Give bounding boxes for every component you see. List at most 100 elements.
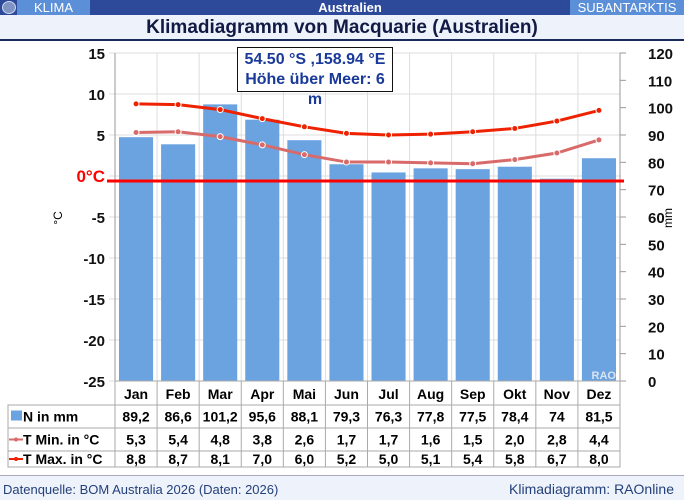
location-info-box: 54.50 °S ,158.94 °E Höhe über Meer: 6 m bbox=[237, 47, 393, 108]
precip-bar bbox=[119, 137, 154, 381]
month-label: Mar bbox=[208, 386, 233, 402]
tmax-point bbox=[216, 106, 224, 114]
tmax-point bbox=[427, 130, 435, 138]
month-label: Jun bbox=[334, 386, 359, 402]
table-cell: 5,4 bbox=[463, 451, 483, 467]
left-tick-label: -15 bbox=[83, 292, 105, 309]
left-tick-label: 0°C bbox=[76, 167, 105, 186]
table-cell: 77,8 bbox=[417, 409, 444, 425]
month-label: Jan bbox=[124, 386, 148, 402]
precip-bar bbox=[581, 158, 616, 381]
tmax-point bbox=[553, 117, 561, 125]
tmin-line bbox=[136, 130, 600, 166]
table-cell: 5,0 bbox=[379, 451, 399, 467]
right-tick-label: 90 bbox=[648, 128, 665, 145]
table-cell: 1,7 bbox=[379, 432, 399, 448]
table-cell: 79,3 bbox=[333, 409, 360, 425]
tmin-point bbox=[427, 159, 435, 167]
footer: Datenquelle: BOM Australia 2026 (Daten: … bbox=[0, 475, 684, 500]
right-tick-label: 10 bbox=[648, 347, 665, 364]
table-cell: 76,3 bbox=[375, 409, 402, 425]
month-label: Okt bbox=[503, 386, 527, 402]
left-tick-label: -20 bbox=[83, 333, 105, 350]
left-tick-label: -25 bbox=[83, 374, 105, 391]
table-cell: 8,1 bbox=[210, 451, 230, 467]
precip-bar bbox=[455, 169, 490, 381]
table-cell: 1,5 bbox=[463, 432, 483, 448]
page-title: Klimadiagramm von Macquarie (Australien) bbox=[0, 15, 684, 41]
right-tick-label: 110 bbox=[648, 73, 672, 90]
precip-bar bbox=[371, 172, 406, 381]
watermark: RAO bbox=[592, 370, 617, 382]
precip-bar bbox=[413, 168, 448, 381]
right-tick-label: 60 bbox=[648, 210, 665, 227]
tmax-point bbox=[595, 106, 603, 114]
month-label: Nov bbox=[544, 386, 571, 402]
right-tick-label: 100 bbox=[648, 101, 673, 118]
tmax-point bbox=[342, 129, 350, 137]
table-cell: 6,7 bbox=[547, 451, 567, 467]
coordinates: 54.50 °S ,158.94 °E bbox=[244, 51, 386, 68]
month-label: Sep bbox=[460, 386, 486, 402]
tmin-point bbox=[469, 160, 477, 168]
table-cell: 5,3 bbox=[126, 432, 146, 448]
table-cell: 4,4 bbox=[589, 432, 609, 448]
precip-bar bbox=[329, 164, 364, 381]
precip-bar bbox=[245, 119, 280, 382]
table-cell: 5,8 bbox=[505, 451, 525, 467]
right-tick-label: 40 bbox=[648, 265, 665, 282]
elevation: Höhe über Meer: 6 m bbox=[245, 71, 385, 108]
tmin-point bbox=[132, 129, 140, 137]
nav-subantarktis-link[interactable]: SUBANTARKTIS bbox=[570, 0, 684, 15]
tmin-point bbox=[216, 133, 224, 141]
legend-label: T Min. in °C bbox=[23, 432, 99, 448]
right-tick-label: 0 bbox=[648, 374, 656, 391]
left-tick-label: 15 bbox=[88, 46, 105, 63]
table-cell: 5,2 bbox=[337, 451, 357, 467]
tmax-point bbox=[511, 124, 519, 132]
table-cell: 5,4 bbox=[168, 432, 188, 448]
tmin-point bbox=[300, 151, 308, 159]
month-label: Jul bbox=[378, 386, 398, 402]
tmax-line bbox=[136, 102, 600, 137]
legend-label: N in mm bbox=[23, 409, 78, 425]
table-cell: 2,6 bbox=[295, 432, 315, 448]
table-cell: 95,6 bbox=[249, 409, 276, 425]
table-cell: 3,8 bbox=[253, 432, 273, 448]
right-tick-label: 70 bbox=[648, 183, 665, 200]
left-axis-label: °C bbox=[51, 211, 65, 225]
month-label: Mai bbox=[293, 386, 316, 402]
table-cell: 101,2 bbox=[203, 409, 238, 425]
globe-logo-icon[interactable] bbox=[2, 1, 16, 14]
precip-bar bbox=[539, 178, 574, 381]
precip-bar bbox=[203, 104, 238, 382]
table-cell: 2,0 bbox=[505, 432, 525, 448]
month-label: Apr bbox=[250, 386, 275, 402]
precip-bar bbox=[287, 140, 322, 381]
table-cell: 5,1 bbox=[421, 451, 441, 467]
left-tick-label: -5 bbox=[92, 210, 105, 227]
tmax-point bbox=[469, 128, 477, 136]
right-tick-label: 30 bbox=[648, 292, 665, 309]
nav-region-link[interactable]: Australien bbox=[318, 0, 382, 15]
right-tick-label: 120 bbox=[648, 46, 673, 63]
right-tick-label: 20 bbox=[648, 319, 665, 336]
tmax-point bbox=[300, 123, 308, 131]
climate-chart: 151050°C-5-10-15-20-25120110100908070605… bbox=[7, 46, 675, 468]
table-cell: 8,7 bbox=[168, 451, 188, 467]
month-label: Dez bbox=[587, 386, 612, 402]
tmin-point bbox=[174, 128, 182, 136]
left-tick-label: 10 bbox=[88, 87, 105, 104]
table-cell: 7,0 bbox=[253, 451, 273, 467]
data-source: Datenquelle: BOM Australia 2026 (Daten: … bbox=[3, 482, 279, 497]
tmin-point bbox=[342, 158, 350, 166]
table-cell: 88,1 bbox=[291, 409, 318, 425]
precip-bar bbox=[161, 144, 196, 381]
right-tick-label: 80 bbox=[648, 155, 665, 172]
table-cell: 8,0 bbox=[589, 451, 609, 467]
table-cell: 1,7 bbox=[337, 432, 357, 448]
legend-marker bbox=[14, 457, 18, 461]
nav-klima-link[interactable]: KLIMA bbox=[17, 0, 90, 15]
month-label: Aug bbox=[417, 386, 444, 402]
tmin-point bbox=[511, 156, 519, 164]
